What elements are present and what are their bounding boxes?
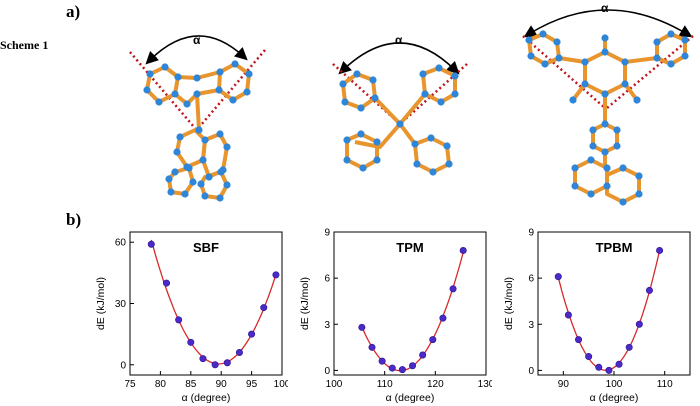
y-axis-label: dE (kJ/mol) (299, 277, 311, 330)
data-point (175, 316, 183, 324)
plot-sbf: SBF 75 80 85 90 95 100 0 30 60 α (degree) dE (kJ/mo… (95, 231, 288, 404)
y-tick-label: 6 (528, 274, 534, 285)
x-tick-label: 95 (246, 379, 258, 390)
alpha-label: α (193, 33, 201, 47)
data-point (459, 246, 467, 254)
data-point (378, 357, 386, 365)
x-tick-label: 130 (478, 379, 492, 390)
data-point (429, 336, 437, 344)
alpha-label: α (601, 1, 609, 15)
data-point (554, 273, 562, 281)
x-tick-label: 100 (274, 379, 288, 390)
y-tick-label: 30 (115, 299, 127, 310)
data-point (235, 349, 243, 357)
data-point (625, 343, 633, 351)
data-point (645, 286, 653, 294)
data-point (575, 336, 583, 344)
data-point (419, 351, 427, 359)
y-tick-label: 9 (528, 228, 534, 239)
y-tick-label: 0 (120, 360, 126, 371)
plot-title: TPM (396, 240, 423, 255)
data-point (398, 366, 406, 374)
data-point (449, 285, 457, 293)
data-point (635, 320, 643, 328)
y-tick-label: 0 (528, 366, 534, 377)
fit-curve (150, 239, 277, 365)
data-point (615, 360, 623, 368)
plot-title: SBF (193, 240, 219, 255)
data-point (409, 362, 417, 370)
fit-curve (361, 252, 464, 372)
y-tick-label: 6 (324, 274, 330, 285)
x-tick-label: 75 (124, 379, 136, 390)
y-tick-label: 3 (324, 320, 330, 331)
data-point (358, 323, 366, 331)
x-tick-label: 90 (558, 379, 570, 390)
data-point (564, 311, 572, 319)
y-tick-label: 0 (324, 366, 330, 377)
data-point (595, 363, 603, 371)
y-tick-label: 9 (324, 228, 330, 239)
molecule-tpbm-illustration: α (522, 1, 694, 206)
data-point (199, 355, 207, 363)
data-point (585, 353, 593, 361)
data-point (260, 304, 268, 312)
y-tick-label: 3 (528, 320, 534, 331)
x-tick-label: 80 (155, 379, 167, 390)
x-tick-label: 110 (377, 379, 393, 390)
panel-a-label: a) (66, 2, 81, 21)
molecule-sbf-illustration: α (129, 33, 266, 202)
data-point (223, 359, 231, 367)
plot-title: TPBM (596, 240, 633, 255)
scheme-label: Scheme 1 (0, 38, 49, 52)
data-point (272, 271, 280, 279)
data-point (605, 366, 613, 374)
data-point (656, 246, 664, 254)
data-point (248, 330, 256, 338)
y-axis-label: dE (kJ/mol) (95, 277, 107, 330)
x-axis-label: α (degree) (182, 392, 231, 404)
y-tick-label: 60 (115, 238, 127, 249)
data-point (388, 364, 396, 372)
x-tick-label: 110 (657, 379, 673, 390)
data-point (211, 361, 219, 369)
alpha-label: α (395, 33, 403, 47)
x-axis-label: α (degree) (590, 392, 639, 404)
x-tick-label: 85 (185, 379, 197, 390)
data-point (187, 338, 195, 346)
x-tick-label: 100 (326, 379, 343, 390)
plot-tpm: TPM 100 110 120 130 0 3 6 9 α (degree) dE (kJ/mol) (299, 228, 492, 404)
plot-tpbm: TPBM 90 100 110 0 3 6 9 α (degree) dE (kJ/mol) (503, 228, 691, 404)
data-point (439, 314, 447, 322)
x-tick-label: 120 (427, 379, 444, 390)
data-point (162, 279, 170, 287)
x-axis-label: α (degree) (386, 392, 435, 404)
data-point (147, 240, 155, 248)
panel-b-label: b) (66, 210, 82, 229)
molecule-tpm-illustration: α (332, 33, 468, 176)
x-tick-label: 90 (216, 379, 228, 390)
plot-frame (333, 231, 487, 376)
data-point (368, 343, 376, 351)
y-axis-label: dE (kJ/mol) (503, 277, 515, 330)
x-tick-label: 100 (606, 379, 623, 390)
fit-curve (557, 250, 661, 371)
